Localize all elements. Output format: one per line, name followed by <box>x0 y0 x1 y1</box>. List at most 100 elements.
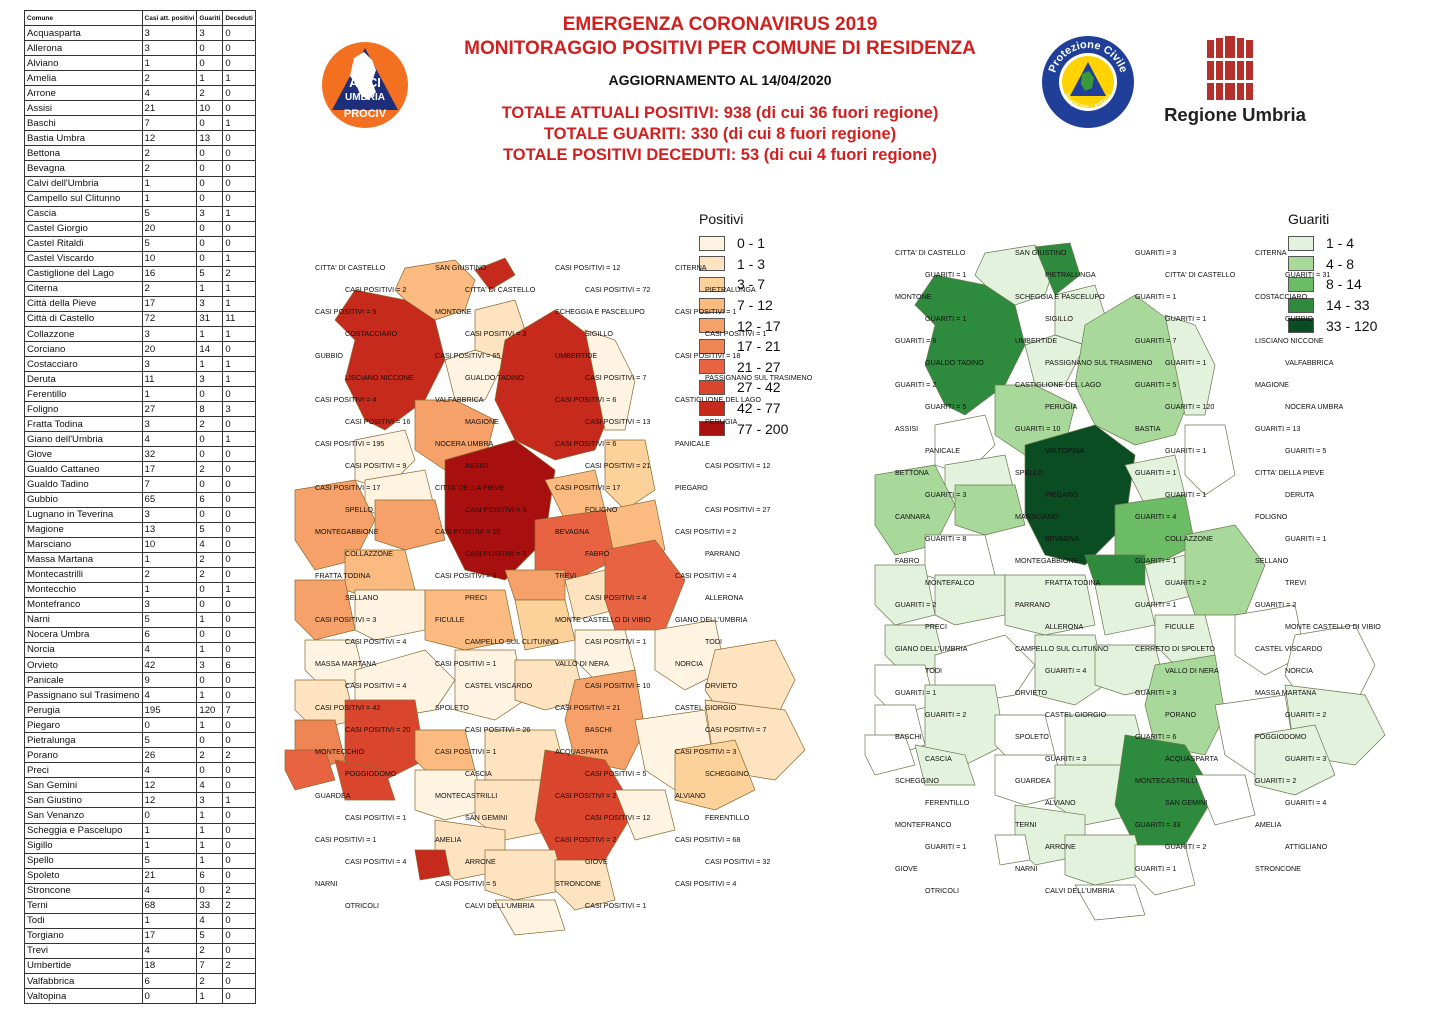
table-row: Costacciaro 3 1 1 <box>24 356 256 373</box>
table-row: Preci 4 0 0 <box>24 762 256 779</box>
table-row: Torgiano 17 5 0 <box>24 927 256 944</box>
map-label: GUARITI = 31 <box>1285 270 1330 279</box>
map-label: CAMPELLO SUL CLITUNNO <box>465 637 559 646</box>
legend-label: 27 - 42 <box>737 379 781 396</box>
map-label: CASI POSITIVI = 26 <box>465 725 530 734</box>
cell-comune: Lugnano in Teverina <box>24 506 143 523</box>
map-label: CASI POSITIVI = 1 <box>435 747 496 756</box>
cell-guariti: 5 <box>196 521 224 538</box>
map-label: CITTA' DI CASTELLO <box>465 285 536 294</box>
legend-item: 1 - 4 <box>1288 233 1377 254</box>
map-label: GUARITI = 1 <box>1165 314 1206 323</box>
map-label: NOCERA UMBRA <box>1285 402 1344 411</box>
cell-deceduti: 0 <box>222 220 256 237</box>
cell-comune: Porano <box>24 747 143 764</box>
cell-comune: Pietralunga <box>24 732 143 749</box>
map-label: CASI POSITIVI = 195 <box>315 439 384 448</box>
cell-guariti: 0 <box>196 882 224 899</box>
map-label: ORVIETO <box>705 681 737 690</box>
legend-swatch <box>699 297 725 313</box>
cell-positivi: 16 <box>141 265 198 282</box>
cell-comune: Orvieto <box>24 657 143 674</box>
map-label: CASI POSITIVI = 27 <box>705 505 770 514</box>
table-row: Allerona 3 0 0 <box>24 40 256 57</box>
map-label: ORVIETO <box>1015 688 1047 697</box>
map-label: GUARITI = 1 <box>1165 490 1206 499</box>
cell-comune: Campello sul Clitunno <box>24 190 143 207</box>
table-row: Todi 1 4 0 <box>24 912 256 929</box>
table-row: Passignano sul Trasimeno 4 1 0 <box>24 687 256 704</box>
table-header: Comune Casi att. positivi Guariti Decedu… <box>24 9 256 27</box>
table-row: San Giustino 12 3 1 <box>24 792 256 809</box>
cell-deceduti: 0 <box>222 942 256 959</box>
cell-positivi: 17 <box>141 461 198 478</box>
cell-guariti: 0 <box>196 506 224 523</box>
map-label: GIOVE <box>585 857 608 866</box>
map-label: GUARITI = 5 <box>1285 446 1326 455</box>
cell-deceduti: 0 <box>222 912 256 929</box>
map-label: GUARITI = 1 <box>1135 292 1176 301</box>
cell-positivi: 3 <box>141 325 198 343</box>
table-row: Cascia 5 3 1 <box>24 205 256 222</box>
cell-comune: San Gemini <box>24 777 143 794</box>
cell-comune: Ferentillo <box>24 386 143 403</box>
cell-positivi: 10 <box>141 536 198 553</box>
cell-positivi: 5 <box>141 732 198 749</box>
cell-deceduti: 1 <box>222 115 256 132</box>
cell-deceduti: 0 <box>222 822 256 839</box>
region-giove <box>414 849 451 881</box>
cell-deceduti: 0 <box>222 807 256 824</box>
cell-positivi: 4 <box>141 687 198 704</box>
cell-comune: Montecchio <box>24 581 143 598</box>
cell-guariti: 4 <box>196 536 224 553</box>
cell-guariti: 0 <box>196 55 224 72</box>
table-row: Giove 32 0 0 <box>24 446 256 463</box>
legend-label: 12 - 17 <box>737 317 781 334</box>
page-subtitle: MONITORAGGIO POSITIVI PER COMUNE DI RESI… <box>464 38 976 59</box>
map-label: CASCIA <box>465 769 492 778</box>
region-scheggia-costacciaro-sigillo <box>584 329 636 431</box>
map-label: POGGIODOMO <box>345 769 397 778</box>
cell-positivi: 17 <box>141 295 198 312</box>
map-label: SPELLO <box>345 505 373 514</box>
table-row: Gualdo Tadino 7 0 0 <box>24 476 256 493</box>
cell-comune: Costacciaro <box>24 356 143 373</box>
map-label: VALFABBRICA <box>1285 358 1334 367</box>
cell-guariti: 120 <box>196 702 224 719</box>
cell-guariti: 2 <box>196 972 224 990</box>
region-piegaro <box>354 589 426 641</box>
table-row: Arrone 4 2 0 <box>24 85 256 102</box>
cell-comune: Umbertide <box>24 957 143 975</box>
region-citta-di-castello-exclave <box>474 257 516 291</box>
cell-comune: Bevagna <box>24 160 143 177</box>
table-row: Castel Viscardo 10 0 1 <box>24 250 256 267</box>
map-label: SIGILLO <box>585 329 613 338</box>
table-row: Fratta Todina 3 2 0 <box>24 416 256 433</box>
map-label: ALLERONA <box>705 593 744 602</box>
map-label: MONTONE <box>435 307 472 316</box>
map-label: CITTA' DI CASTELLO <box>1165 270 1236 279</box>
cell-positivi: 2 <box>141 70 198 87</box>
map-label: CITTA' DELLA PIEVE <box>1255 468 1324 477</box>
cell-deceduti: 0 <box>222 476 256 493</box>
map-label: VALTOPINA <box>1045 446 1084 455</box>
cell-guariti: 6 <box>196 867 224 884</box>
map-label: FOLIGNO <box>585 505 618 514</box>
cell-comune: Passignano sul Trasimeno <box>24 687 143 704</box>
cell-guariti: 1 <box>196 641 224 659</box>
table-row: Deruta 11 3 1 <box>24 371 256 388</box>
map-label: ACQUASPARTA <box>555 747 608 756</box>
map-label: CITTA' DELLA PIEVE <box>435 483 504 492</box>
map-label: GUARDEA <box>315 791 351 800</box>
legend-label: 21 - 27 <box>737 358 781 375</box>
map-label: OTRICOLI <box>345 901 379 910</box>
map-label: TREVI <box>1285 578 1306 587</box>
map-label: CASI POSITIVI = 12 <box>585 813 650 822</box>
cell-comune: Spoleto <box>24 867 143 884</box>
cell-guariti: 1 <box>196 807 224 824</box>
cell-guariti: 1 <box>196 325 224 343</box>
map-label: GUARITI = 2 <box>895 600 936 609</box>
cell-deceduti: 0 <box>222 386 256 403</box>
cell-comune: Arrone <box>24 85 143 102</box>
region-ferentillo <box>614 789 676 841</box>
